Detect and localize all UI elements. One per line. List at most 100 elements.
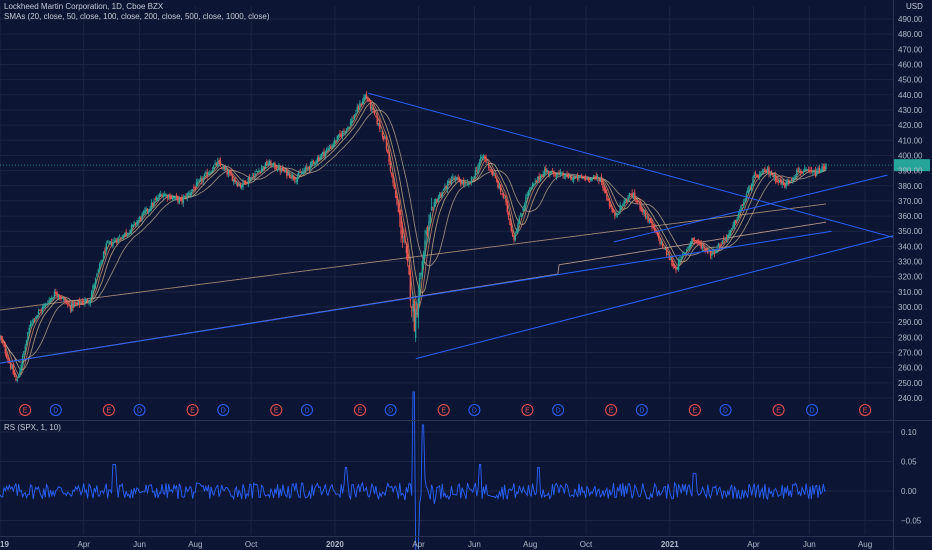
candle-body xyxy=(470,177,473,183)
candle-body xyxy=(412,304,414,312)
candle-body xyxy=(24,346,26,351)
candle-body xyxy=(140,216,142,220)
candle-body xyxy=(263,166,265,168)
candle-body xyxy=(546,170,548,172)
price-tick-label: 370.00 xyxy=(898,197,923,206)
candle-body xyxy=(785,181,787,187)
candle-body xyxy=(0,335,3,340)
candle-body xyxy=(126,233,129,235)
candle-body xyxy=(571,178,574,180)
price-tick-label: 270.00 xyxy=(898,349,923,358)
candle-body xyxy=(292,176,295,179)
candle-body xyxy=(422,253,425,262)
candle-body xyxy=(395,190,397,198)
candle-body xyxy=(502,193,505,198)
candle-body xyxy=(659,238,661,244)
candle-body xyxy=(274,162,276,169)
price-tick-label: 420.00 xyxy=(898,121,923,130)
candle-body xyxy=(757,174,759,178)
candle-body xyxy=(116,239,118,242)
candle-body xyxy=(194,187,196,189)
event-label: D xyxy=(472,408,477,415)
candle-body xyxy=(324,151,327,157)
candle-body xyxy=(102,252,105,260)
candle-body xyxy=(579,176,582,178)
candle-body xyxy=(405,246,408,253)
candle-body xyxy=(252,176,255,178)
candle-body xyxy=(575,175,578,178)
candle-body xyxy=(345,128,348,131)
candle-body xyxy=(753,174,756,178)
candle-body xyxy=(498,185,501,189)
candle-body xyxy=(185,196,187,199)
candle-body xyxy=(640,207,643,211)
candle-body xyxy=(748,185,750,192)
candle-body xyxy=(619,204,621,212)
candle-body xyxy=(328,148,331,150)
candle-body xyxy=(219,160,222,166)
candle-body xyxy=(510,223,512,232)
candle-body xyxy=(770,173,773,176)
candle-body xyxy=(23,351,25,355)
sma-200-line xyxy=(0,109,827,363)
candle-body xyxy=(700,243,702,249)
candle-body xyxy=(762,169,765,171)
candle-body xyxy=(371,106,373,110)
candle-body xyxy=(150,202,153,210)
candle-body xyxy=(769,174,771,176)
candle-body xyxy=(31,322,33,324)
currency-label[interactable]: USD xyxy=(906,2,923,11)
candle-body xyxy=(43,305,45,309)
candle-body xyxy=(218,160,220,163)
candle-body xyxy=(85,299,88,301)
candle-body xyxy=(409,270,412,301)
event-circle xyxy=(102,404,115,416)
candle-body xyxy=(709,251,712,256)
candle-body xyxy=(21,355,24,365)
candle-body xyxy=(600,176,603,183)
price-tick-label: 480.00 xyxy=(898,30,923,39)
candle-body xyxy=(438,194,441,198)
candle-body xyxy=(4,345,7,354)
candle-body xyxy=(493,175,495,176)
price-tick-label: 410.00 xyxy=(898,136,923,145)
candle-body xyxy=(19,370,21,377)
candle-body xyxy=(651,221,653,228)
candle-body xyxy=(691,238,693,243)
candle-body xyxy=(595,175,597,178)
candle-body xyxy=(780,178,782,184)
candle-body xyxy=(696,239,698,244)
candle-body xyxy=(68,304,70,306)
time-tick-label: 2020 xyxy=(326,540,344,549)
candle-body xyxy=(432,207,434,209)
candle-body xyxy=(632,194,635,199)
candle-body xyxy=(490,170,493,172)
candle-body xyxy=(268,161,271,165)
event-circle xyxy=(437,404,450,416)
candle-body xyxy=(559,172,562,174)
candle-body xyxy=(542,174,544,176)
event-label: E xyxy=(693,408,698,415)
candle-body xyxy=(349,121,352,126)
dividend-marker: D xyxy=(49,404,62,416)
price-tick-label: 320.00 xyxy=(898,273,923,282)
candle-body xyxy=(25,340,28,345)
candle-body xyxy=(796,170,798,177)
earnings-marker: E xyxy=(437,404,450,416)
candle-body xyxy=(146,208,149,211)
candle-body xyxy=(60,297,62,299)
candle-body xyxy=(124,232,126,235)
candle-body xyxy=(586,177,588,180)
candle-body xyxy=(725,237,728,240)
candle-body xyxy=(397,206,400,212)
grid xyxy=(0,6,893,535)
candle-body xyxy=(404,236,406,242)
candle-body xyxy=(764,168,766,171)
candle-body xyxy=(399,209,401,216)
candle-body xyxy=(276,170,279,172)
candle-body xyxy=(460,181,462,185)
candle-body xyxy=(104,250,106,253)
candle-body xyxy=(421,261,424,275)
candle-body xyxy=(699,241,701,244)
candle-body xyxy=(489,169,491,171)
